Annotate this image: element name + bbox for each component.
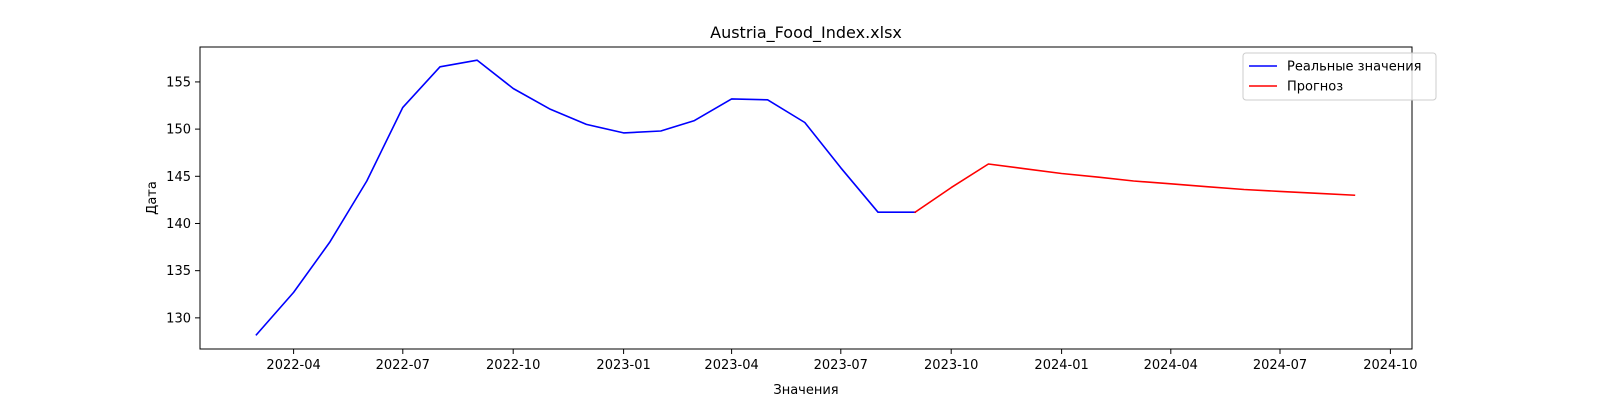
y-tick-label: 145 [166, 170, 191, 185]
series-line-1 [255, 59, 917, 336]
x-tick-label: 2024-04 [1144, 358, 1198, 373]
y-axis-label: Дата [145, 181, 160, 215]
x-axis-label: Значения [773, 383, 838, 398]
x-tick-label: 2022-10 [486, 358, 540, 373]
x-tick-label: 2023-04 [704, 358, 758, 373]
lines-layer [255, 59, 1356, 336]
x-tick-label: 2023-10 [924, 358, 978, 373]
y-tick-label: 135 [166, 264, 191, 279]
y-axis-ticks: 130 135 140 145 150 155 [166, 75, 200, 326]
y-tick-label: 130 [166, 311, 191, 326]
x-tick-label: 2022-04 [266, 358, 320, 373]
legend-label-1: Реальные значения [1287, 60, 1422, 75]
x-tick-label: 2024-07 [1253, 358, 1307, 373]
series-line-2 [914, 163, 1356, 214]
y-tick-label: 155 [166, 75, 191, 90]
chart-title: Austria_Food_Index.xlsx [710, 23, 902, 43]
y-tick-label: 140 [166, 217, 191, 232]
x-tick-label: 2023-01 [596, 358, 650, 373]
x-tick-label: 2022-07 [376, 358, 430, 373]
x-tick-label: 2023-07 [814, 358, 868, 373]
legend-label-2: Прогноз [1287, 80, 1343, 95]
legend: Реальные значения Прогноз [1242, 52, 1437, 101]
plot-area [199, 46, 1413, 350]
y-tick-label: 150 [166, 123, 191, 138]
legend-box [1242, 52, 1437, 101]
x-tick-label: 2024-10 [1363, 358, 1417, 373]
x-axis-ticks: 2022-04 2022-07 2022-10 2023-01 2023-04 2023-… [266, 349, 1418, 373]
x-tick-label: 2024-01 [1034, 358, 1088, 373]
